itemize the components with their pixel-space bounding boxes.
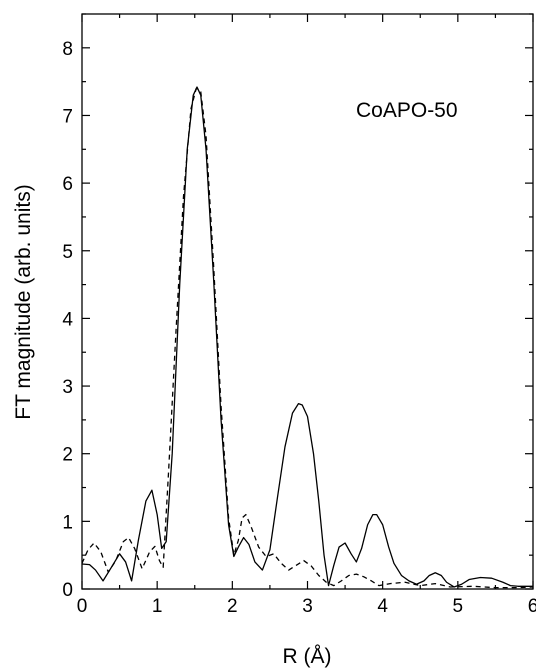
plot-frame <box>81 13 534 590</box>
x-tick-label: 4 <box>377 596 388 617</box>
series-dashed-line <box>81 87 534 589</box>
y-axis-title: FT magnitude (arb. units) <box>12 184 35 419</box>
y-tick-label: 1 <box>62 512 73 533</box>
x-tick-label: 6 <box>528 596 536 617</box>
series-solid-line <box>81 86 533 588</box>
y-tick-label: 5 <box>62 242 73 263</box>
axis-ticks: 0 1 2 3 4 5 6 0 1 2 3 4 5 6 7 8 <box>62 13 536 617</box>
y-tick-label: 4 <box>62 309 73 330</box>
y-tick-label: 6 <box>62 174 73 195</box>
plot-lines <box>81 86 534 589</box>
y-tick-label: 8 <box>62 39 73 60</box>
x-tick-label: 0 <box>77 596 88 617</box>
y-tick-label: 2 <box>62 445 73 466</box>
x-tick-label: 2 <box>227 596 238 617</box>
x-tick-label: 5 <box>453 596 464 617</box>
y-tick-label: 3 <box>62 377 73 398</box>
x-axis-title: R (Å) <box>283 645 332 668</box>
y-tick-label: 7 <box>62 106 73 127</box>
sample-label: CoAPO-50 <box>356 99 458 122</box>
x-tick-label: 1 <box>152 596 163 617</box>
y-tick-label: 0 <box>62 580 73 601</box>
x-tick-label: 3 <box>302 596 313 617</box>
